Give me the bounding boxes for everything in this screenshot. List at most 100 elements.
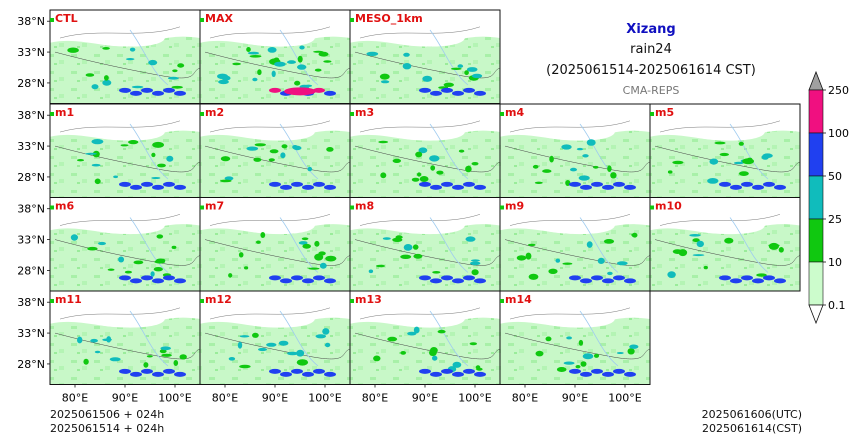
boundary-line <box>54 51 201 79</box>
river-line <box>729 123 769 180</box>
rain-cell <box>578 339 584 346</box>
rain-cell <box>387 336 398 342</box>
heavy-rain-cell <box>602 278 614 284</box>
panel-m13: m13 <box>349 290 501 385</box>
variable-title: rain24 <box>630 42 672 57</box>
rain-cell <box>470 261 481 266</box>
heavy-rain-cell <box>141 275 153 281</box>
heavy-rain-cell <box>163 368 175 374</box>
rain-cell <box>318 51 329 57</box>
heavy-rain-cell <box>613 275 625 281</box>
colorbar-segment <box>808 261 824 306</box>
heavy-rain-cell <box>774 184 786 190</box>
rain-cell <box>678 249 688 257</box>
boundary-line <box>54 145 201 173</box>
rain-field <box>200 224 350 291</box>
dry-area <box>375 15 466 47</box>
member-label: m3 <box>355 106 374 119</box>
rain-cell <box>106 336 112 343</box>
boundary-line <box>654 239 801 266</box>
lon-tick-label: 90°E <box>262 392 288 405</box>
rain-cell <box>325 255 337 262</box>
heavy-rain-cell <box>174 371 186 377</box>
rain-cell <box>173 360 179 366</box>
member-label: MESO_1km <box>355 12 423 25</box>
heavy-rain-cell <box>569 368 581 374</box>
member-label: m6 <box>55 200 74 213</box>
river-line <box>729 217 769 273</box>
heavy-rain-cell <box>580 184 592 190</box>
station-marker <box>50 299 54 303</box>
heavy-rain-cell <box>119 87 131 93</box>
heavy-rain-cell <box>730 278 742 284</box>
rain-cell <box>239 364 251 369</box>
lat-tick-label: 33°N <box>17 140 45 153</box>
extreme-rain-cell <box>284 87 316 96</box>
rain-cell <box>739 171 749 177</box>
boundary-line <box>504 332 651 360</box>
rain-cell <box>432 355 438 361</box>
rain-cell <box>411 177 420 182</box>
rain-cell <box>714 141 726 145</box>
lat-tick-label: 33°N <box>17 46 45 59</box>
rain-cell <box>586 139 596 146</box>
station-marker <box>50 205 54 210</box>
lon-tick-label: 100°E <box>458 392 491 405</box>
rain-cell <box>278 340 289 346</box>
rain-cell <box>516 255 527 261</box>
rain-cell <box>70 234 78 241</box>
heavy-rain-cell <box>452 184 464 190</box>
rain-cell <box>314 253 324 261</box>
rain-cell <box>627 348 635 355</box>
valid-period: (2025061514-2025061614 CST) <box>546 63 756 78</box>
heavy-rain-cell <box>441 181 453 187</box>
rain-cell <box>366 51 379 57</box>
rain-cell <box>379 73 390 80</box>
model-name: CMA-REPS <box>623 84 680 97</box>
rain-cell <box>373 355 381 362</box>
heavy-rain-cell <box>174 90 186 96</box>
rain-cell <box>322 328 330 335</box>
lon-tick-label: 100°E <box>158 392 191 405</box>
rain-cell <box>629 344 639 349</box>
heavy-rain-cell <box>752 184 764 190</box>
rain-cell <box>738 141 744 146</box>
rain-cell <box>297 64 307 70</box>
rain-cell <box>400 254 412 259</box>
rain-cell <box>382 237 391 240</box>
lon-tick-label: 90°E <box>562 392 588 405</box>
rain-cell <box>77 159 84 162</box>
heavy-rain-cell <box>313 275 325 281</box>
rain-cell <box>167 76 179 80</box>
dry-area <box>75 15 166 47</box>
rain-cell <box>258 347 267 352</box>
rain-cell <box>756 273 767 277</box>
heavy-rain-cell <box>474 278 486 284</box>
rain-cell <box>603 239 615 244</box>
boundary-line <box>59 26 181 39</box>
heavy-rain-cell <box>280 278 292 284</box>
river-line <box>279 310 319 367</box>
rain-cell <box>437 329 446 334</box>
rain-cell <box>102 47 110 50</box>
rain-cell <box>432 271 441 274</box>
rain-cell <box>151 177 161 179</box>
rain-cell <box>562 262 573 265</box>
heavy-rain-cell <box>324 278 336 284</box>
heavy-rain-cell <box>591 275 603 281</box>
dry-area <box>75 109 166 141</box>
heavy-rain-cell <box>419 87 431 93</box>
boundary-line <box>209 120 331 133</box>
rain-cell <box>247 51 260 55</box>
member-label: MAX <box>205 12 233 25</box>
heavy-rain-cell <box>463 368 475 374</box>
rain-cell <box>696 240 704 248</box>
heavy-rain-cell <box>624 371 636 377</box>
rain-cell <box>218 79 229 85</box>
rain-cell <box>528 243 536 247</box>
rain-field <box>200 36 350 104</box>
heavy-rain-cell <box>602 184 614 190</box>
rain-cell <box>703 265 708 270</box>
boundary-line <box>659 120 781 133</box>
panel-m1: m1 <box>49 103 201 198</box>
